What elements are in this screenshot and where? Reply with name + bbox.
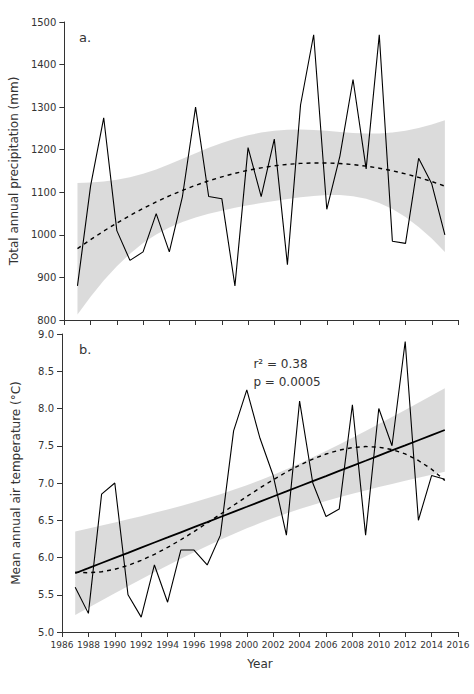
svg-text:6.5: 6.5 — [38, 515, 54, 526]
svg-text:900: 900 — [37, 272, 56, 283]
svg-text:5.5: 5.5 — [38, 589, 54, 600]
svg-text:1986: 1986 — [51, 640, 74, 650]
svg-text:9.0: 9.0 — [38, 329, 54, 340]
svg-text:1400: 1400 — [31, 59, 56, 70]
svg-text:1500: 1500 — [31, 17, 56, 28]
svg-text:2000: 2000 — [235, 640, 258, 650]
svg-text:p = 0.0005: p = 0.0005 — [253, 375, 320, 389]
svg-text:Mean annual air temperature (°: Mean annual air temperature (°C) — [9, 381, 23, 585]
svg-text:5.0: 5.0 — [38, 627, 54, 638]
svg-text:1994: 1994 — [156, 640, 179, 650]
svg-text:a.: a. — [79, 30, 91, 45]
svg-text:Total annual precipitation (mm: Total annual precipitation (mm) — [7, 77, 21, 267]
svg-text:1200: 1200 — [31, 144, 56, 155]
svg-text:800: 800 — [37, 315, 56, 326]
svg-text:2004: 2004 — [288, 640, 311, 650]
svg-text:1988: 1988 — [77, 640, 100, 650]
svg-text:1100: 1100 — [31, 187, 56, 198]
svg-text:2012: 2012 — [394, 640, 417, 650]
svg-text:8.5: 8.5 — [38, 366, 54, 377]
svg-text:7.0: 7.0 — [38, 478, 54, 489]
svg-text:1998: 1998 — [209, 640, 232, 650]
svg-text:1996: 1996 — [183, 640, 206, 650]
svg-text:r² = 0.38: r² = 0.38 — [253, 357, 307, 371]
svg-text:6.0: 6.0 — [38, 552, 54, 563]
svg-text:1300: 1300 — [31, 102, 56, 113]
svg-text:2002: 2002 — [262, 640, 285, 650]
svg-text:7.5: 7.5 — [38, 440, 54, 451]
svg-text:1992: 1992 — [130, 640, 153, 650]
svg-text:Year: Year — [246, 657, 272, 671]
svg-text:2008: 2008 — [341, 640, 364, 650]
svg-text:1000: 1000 — [31, 229, 56, 240]
svg-text:2010: 2010 — [367, 640, 390, 650]
svg-text:8.0: 8.0 — [38, 403, 54, 414]
svg-text:2016: 2016 — [447, 640, 470, 650]
svg-text:2014: 2014 — [420, 640, 443, 650]
svg-text:b.: b. — [79, 342, 91, 357]
svg-text:1990: 1990 — [103, 640, 126, 650]
svg-text:2006: 2006 — [315, 640, 338, 650]
